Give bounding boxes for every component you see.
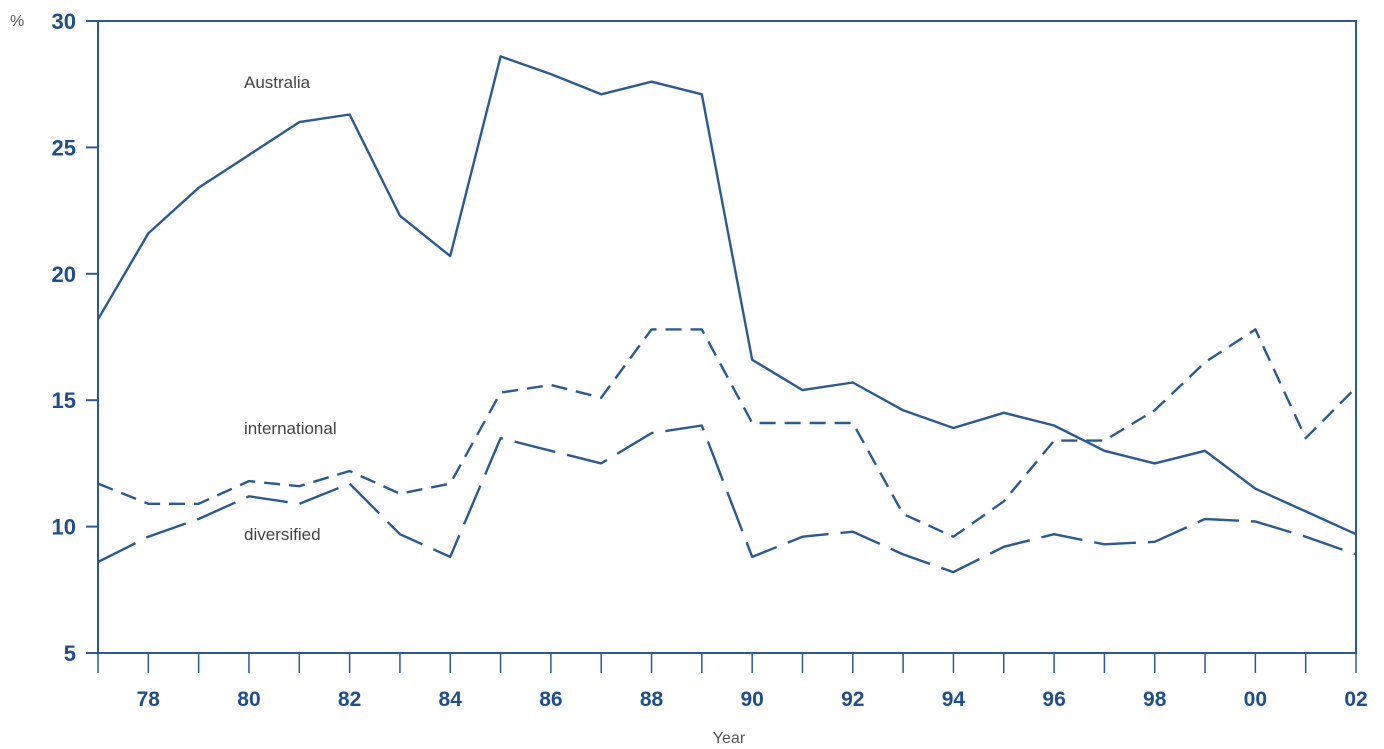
plot-frame	[97, 20, 1357, 654]
y-tick-label: 10	[52, 515, 76, 540]
x-tick-label: 80	[237, 688, 260, 711]
plot-border	[97, 20, 1357, 654]
x-tick-label: 00	[1244, 688, 1267, 711]
x-tick-label: 86	[539, 688, 562, 711]
x-tick-label: 90	[740, 688, 763, 711]
y-tick-label: 5	[64, 641, 76, 666]
y-tick-label: 25	[52, 135, 76, 160]
series-line-diversified	[97, 424, 1357, 574]
series-labels: Australia international diversified	[244, 73, 337, 544]
y-tick-label: 15	[52, 388, 76, 413]
y-axis-label: %	[10, 13, 24, 30]
y-tick-label: 30	[52, 9, 76, 34]
series-line-international	[97, 328, 1357, 538]
x-axis-label: Year	[713, 730, 746, 747]
x-tick-label: 84	[439, 688, 463, 711]
x-tick-label: 88	[640, 688, 664, 711]
x-tick-label: 78	[137, 688, 161, 711]
series-label-australia: Australia	[244, 73, 311, 92]
series-line-australia	[96, 55, 1357, 536]
x-tick-label: 96	[1042, 688, 1065, 711]
series-lines	[96, 55, 1357, 574]
x-axis: 78 80 82 84 86 88 90 92 94 96 98 00 02	[97, 653, 1368, 711]
y-tick-label: 20	[52, 262, 76, 287]
x-tick-label: 94	[942, 688, 966, 711]
x-tick-label: 92	[841, 688, 864, 711]
series-label-international: international	[244, 419, 337, 438]
x-tick-label: 02	[1344, 688, 1367, 711]
y-axis: 5 10 15 20 25 30	[52, 9, 98, 666]
x-tick-label: 98	[1143, 688, 1167, 711]
x-tick-label: 82	[338, 688, 361, 711]
series-label-diversified: diversified	[244, 525, 321, 544]
